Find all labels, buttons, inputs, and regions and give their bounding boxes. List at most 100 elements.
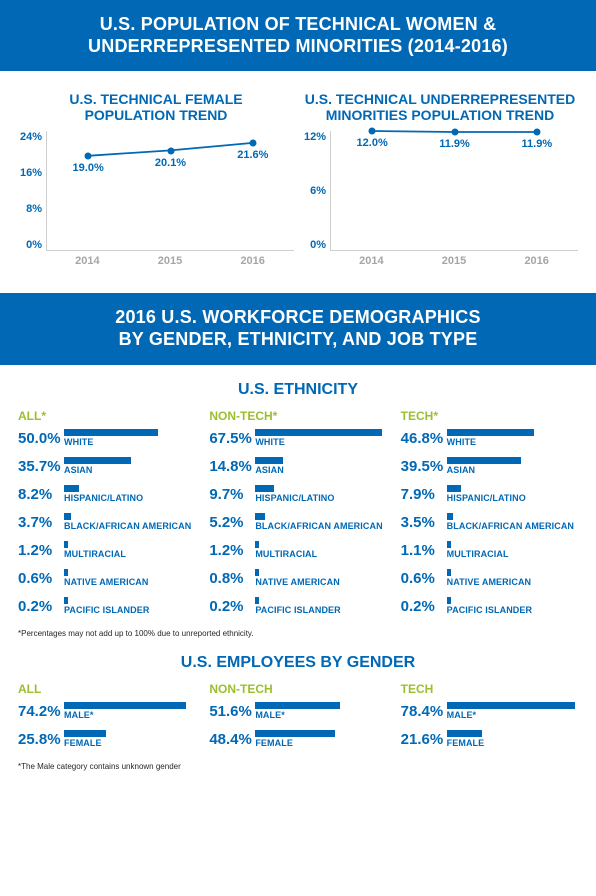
ethnicity-pct: 14.8%: [209, 458, 249, 475]
charts-row: U.S. TECHNICAL FEMALEPOPULATION TREND24%…: [0, 71, 596, 275]
ethnicity-label: NATIVE AMERICAN: [64, 577, 195, 587]
ethnicity-row: 5.2% BLACK/AFRICAN AMERICAN: [209, 513, 386, 531]
ethnicity-row: 3.5%BLACK/AFRICAN AMERICAN: [401, 513, 578, 531]
ethnicity-bar: [255, 429, 382, 436]
gender-col-label: NON-TECH: [209, 682, 386, 696]
chart-right: U.S. TECHNICAL UNDERREPRESENTEDMINORITIE…: [302, 91, 578, 267]
ethnicity-pct: 7.9%: [401, 486, 441, 503]
ethnicity-bar: [64, 513, 71, 520]
ethnicity-pct: 0.8%: [209, 570, 249, 587]
ethnicity-label: NATIVE AMERICAN: [255, 577, 386, 587]
ethnicity-col-nontech: NON-TECH*67.5%WHITE14.8%ASIAN9.7%HISPANI…: [209, 409, 386, 625]
gender-label: MALE*: [447, 710, 578, 720]
chart-left-marker: [167, 147, 174, 154]
chart-left-x-axis: 201420152016: [46, 251, 294, 267]
ethnicity-bar: [447, 597, 451, 604]
gender-col-label: ALL: [18, 682, 195, 696]
ethnicity-row: 1.2%MULTIRACIAL: [209, 541, 386, 559]
ethnicity-pct: 46.8%: [401, 430, 441, 447]
gender-pct: 48.4%: [209, 731, 249, 748]
banner2-line1: 2016 U.S. WORKFORCE DEMOGRAPHICS: [10, 307, 586, 329]
gender-bar: [447, 702, 576, 709]
chart-right-marker: [451, 129, 458, 136]
chart-left-marker: [85, 153, 92, 160]
gender-row: 51.6%MALE*: [209, 702, 386, 720]
ethnicity-bar: [447, 541, 451, 548]
chart-left-value-label: 19.0%: [73, 162, 104, 174]
ethnicity-footnote: *Percentages may not add up to 100% due …: [18, 629, 578, 638]
ethnicity-col-label: NON-TECH*: [209, 409, 386, 423]
ethnicity-bar: [64, 429, 158, 436]
ethnicity-label: HISPANIC/LATINO: [64, 493, 195, 503]
chart-left-marker: [249, 140, 256, 147]
chart-left-value-label: 21.6%: [237, 149, 268, 161]
gender-row: 21.6%FEMALE: [401, 730, 578, 748]
ethnicity-pct: 9.7%: [209, 486, 249, 503]
ethnicity-pct: 1.2%: [18, 542, 58, 559]
ethnicity-pct: 35.7%: [18, 458, 58, 475]
chart-right-marker: [369, 128, 376, 135]
ethnicity-row: 0.2% PACIFIC ISLANDER: [209, 597, 386, 615]
gender-bar: [64, 730, 106, 737]
chart-left-plot: 19.0% 20.1% 21.6%: [46, 131, 294, 251]
gender-bar: [64, 702, 186, 709]
chart-right-value-label: 11.9%: [522, 138, 553, 150]
ethnicity-row: 39.5%ASIAN: [401, 457, 578, 475]
ethnicity-col-tech: TECH*46.8%WHITE39.5%ASIAN7.9%HISPANIC/LA…: [401, 409, 578, 625]
ethnicity-label: HISPANIC/LATINO: [447, 493, 578, 503]
ethnicity-pct: 1.2%: [209, 542, 249, 559]
ethnicity-row: 0.6%NATIVE AMERICAN: [401, 569, 578, 587]
ethnicity-bar: [64, 485, 79, 492]
ethnicity-pct: 5.2%: [209, 514, 249, 531]
ethnicity-col-label: ALL*: [18, 409, 195, 423]
ethnicity-label: PACIFIC ISLANDER: [447, 605, 578, 615]
ethnicity-label: PACIFIC ISLANDER: [255, 605, 386, 615]
chart-left: U.S. TECHNICAL FEMALEPOPULATION TREND24%…: [18, 91, 294, 267]
chart-right-x-axis: 201420152016: [330, 251, 578, 267]
gender-col-all: ALL74.2%MALE*25.8%FEMALE: [18, 682, 195, 758]
gender-col-label: TECH: [401, 682, 578, 696]
ethnicity-pct: 50.0%: [18, 430, 58, 447]
chart-right-plot: 12.0%11.9%11.9%: [330, 131, 578, 251]
ethnicity-bar: [64, 457, 131, 464]
ethnicity-label: PACIFIC ISLANDER: [64, 605, 195, 615]
ethnicity-row: 9.7% HISPANIC/LATINO: [209, 485, 386, 503]
chart-left-title: U.S. TECHNICAL FEMALEPOPULATION TREND: [18, 91, 294, 123]
ethnicity-pct: 0.6%: [18, 570, 58, 587]
gender-label: MALE*: [64, 710, 195, 720]
ethnicity-bar: [447, 429, 535, 436]
gender-row: 78.4%MALE*: [401, 702, 578, 720]
ethnicity-bar: [255, 513, 265, 520]
gender-pct: 51.6%: [209, 703, 249, 720]
ethnicity-bar: [255, 541, 259, 548]
chart-right-title: U.S. TECHNICAL UNDERREPRESENTEDMINORITIE…: [302, 91, 578, 123]
ethnicity-col-label: TECH*: [401, 409, 578, 423]
gender-row: 48.4%FEMALE: [209, 730, 386, 748]
ethnicity-row: 8.2%HISPANIC/LATINO: [18, 485, 195, 503]
ethnicity-pct: 0.2%: [18, 598, 58, 615]
ethnicity-row: 14.8%ASIAN: [209, 457, 386, 475]
ethnicity-bar: [255, 569, 259, 576]
ethnicity-label: ASIAN: [447, 465, 578, 475]
banner1-line2: UNDERREPRESENTED MINORITIES (2014-2016): [10, 36, 586, 58]
ethnicity-label: BLACK/AFRICAN AMERICAN: [64, 521, 195, 531]
ethnicity-pct: 0.2%: [401, 598, 441, 615]
ethnicity-col-all: ALL* 50.0%WHITE 35.7% ASIAN 8.2%HISPANIC/LAT…: [18, 409, 195, 625]
ethnicity-row: 0.2% PACIFIC ISLANDER: [401, 597, 578, 615]
gender-row: 25.8%FEMALE: [18, 730, 195, 748]
ethnicity-row: 50.0%WHITE: [18, 429, 195, 447]
ethnicity-row: 1.2%MULTIRACIAL: [18, 541, 195, 559]
ethnicity-pct: 67.5%: [209, 430, 249, 447]
chart-left-value-label: 20.1%: [155, 157, 186, 169]
ethnicity-label: BLACK/AFRICAN AMERICAN: [255, 521, 386, 531]
ethnicity-bar: [447, 569, 451, 576]
ethnicity-row: 35.7% ASIAN: [18, 457, 195, 475]
ethnicity-label: ASIAN: [64, 465, 195, 475]
ethnicity-row: 0.2% PACIFIC ISLANDER: [18, 597, 195, 615]
ethnicity-bar: [64, 541, 68, 548]
gender-col-nontech: NON-TECH 51.6%MALE* 48.4%FEMALE: [209, 682, 386, 758]
ethnicity-row: 0.8% NATIVE AMERICAN: [209, 569, 386, 587]
ethnicity-label: HISPANIC/LATINO: [255, 493, 386, 503]
ethnicity-pct: 0.2%: [209, 598, 249, 615]
gender-label: FEMALE: [447, 738, 578, 748]
